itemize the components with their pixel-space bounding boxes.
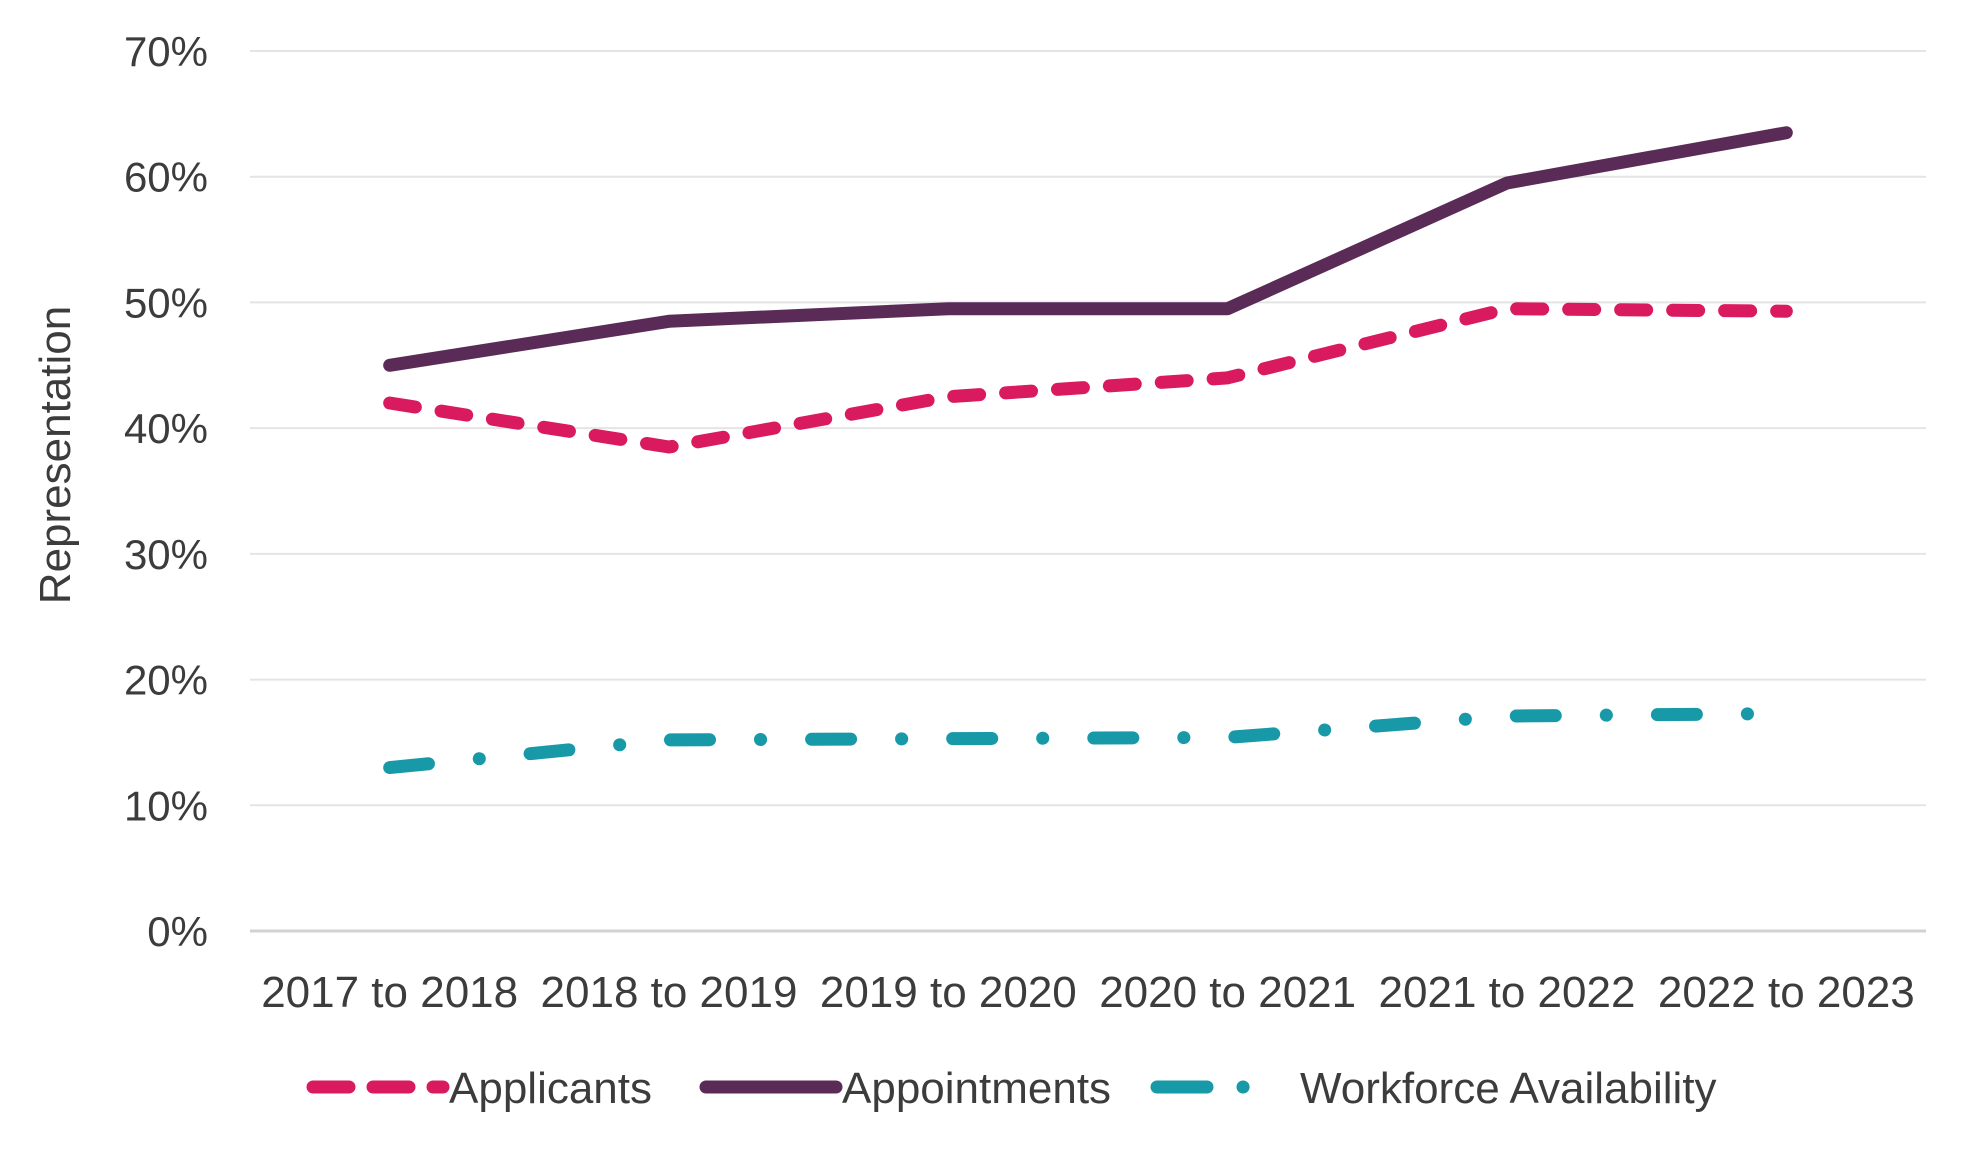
legend-label: Appointments [842,1064,1111,1113]
x-category-label: 2018 to 2019 [541,968,798,1017]
y-axis-title: Representation [31,306,80,604]
series-line-workforce-availability [383,707,1793,775]
y-tick-label: 20% [124,657,208,704]
x-axis-category-labels: 2017 to 2018 2018 to 2019 2019 to 2020 2020… [261,968,1915,1017]
y-tick-label: 10% [124,782,208,829]
legend-label: Workforce Availability [1300,1064,1717,1113]
series-line-applicants [383,302,1793,454]
y-tick-label: 0% [147,908,208,955]
series-line-appointments [383,126,1793,372]
y-tick-label: 50% [124,279,208,326]
x-category-label: 2022 to 2023 [1658,968,1915,1017]
legend-label: Applicants [449,1064,652,1113]
y-tick-label: 70% [124,28,208,75]
x-category-label: 2020 to 2021 [1099,968,1356,1017]
x-category-label: 2017 to 2018 [261,968,518,1017]
series-lines [383,126,1793,775]
gridlines [250,50,1926,933]
y-tick-label: 60% [124,154,208,201]
x-category-label: 2021 to 2022 [1379,968,1636,1017]
chart-legend: Applicants Appointments Workforce Availabi… [306,1064,1717,1113]
y-axis-tick-labels: 0% 10% 20% 30% 40% 50% 60% 70% [124,28,208,955]
y-tick-label: 40% [124,405,208,452]
legend-item-applicants: Applicants [306,1064,652,1113]
legend-item-appointments: Appointments [699,1064,1111,1113]
legend-item-workforce-availability: Workforce Availability [1150,1064,1717,1113]
x-category-label: 2019 to 2020 [820,968,1077,1017]
y-tick-label: 30% [124,531,208,578]
